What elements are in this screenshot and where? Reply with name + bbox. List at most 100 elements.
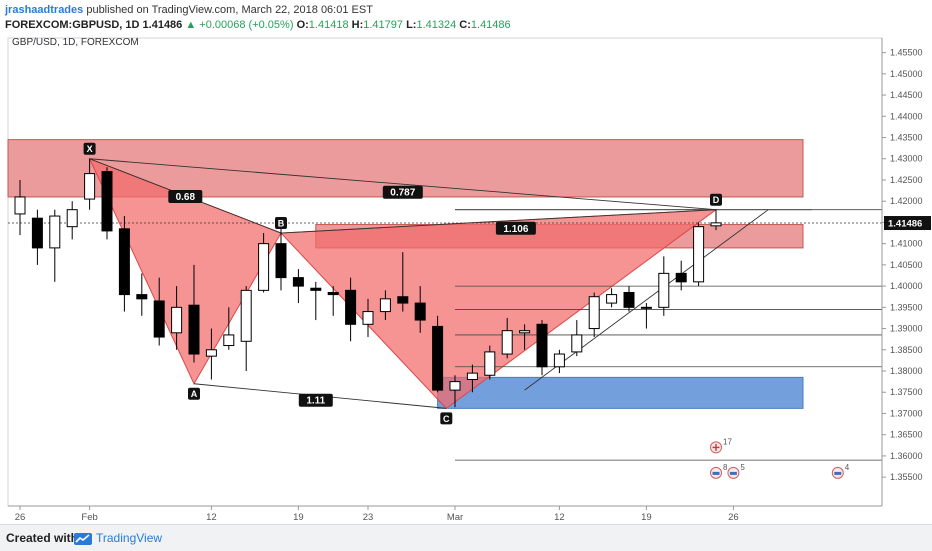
pattern-point-c: C: [440, 412, 453, 425]
event-count: 4: [845, 463, 850, 472]
y-tick-label: 1.36500: [890, 430, 923, 440]
candle-body: [519, 330, 531, 334]
bd-line: [280, 209, 717, 234]
ratio-label-group: 0.787: [382, 185, 423, 199]
candle-body: [101, 170, 113, 232]
candle-body: [414, 302, 426, 321]
point-label: B: [278, 219, 285, 229]
point-badge: [188, 387, 200, 400]
ratio-label: 0.787: [390, 188, 415, 199]
ratio-label: 1.106: [503, 224, 528, 235]
price-chart[interactable]: X A B C D 0.68 0.787 1.106 1.11 17 8 5 4 1.45500 1.450…: [0, 34, 932, 524]
candle-body: [710, 222, 722, 227]
current-price-label: 1.41486: [888, 219, 922, 230]
candle: [710, 209, 722, 231]
y-tick-label: 1.38000: [890, 366, 923, 376]
low-value: 1.41324: [416, 19, 457, 31]
ratio-label-group: 0.68: [168, 189, 203, 203]
candle-body: [171, 306, 183, 334]
pattern-point-x: X: [83, 142, 96, 155]
point-label: A: [191, 389, 198, 399]
pattern-point-d: D: [710, 193, 722, 206]
x-tick-label: 19: [641, 512, 652, 523]
y-tick-label: 1.36000: [890, 451, 923, 461]
candle: [31, 209, 43, 265]
candle: [693, 222, 705, 287]
candle-body: [49, 215, 61, 249]
candle: [205, 328, 217, 380]
point-label: C: [443, 414, 450, 424]
pattern-point-a: A: [188, 387, 200, 400]
candle-body: [466, 372, 478, 381]
x-tick-label: 26: [15, 512, 26, 523]
y-tick-label: 1.40000: [890, 281, 923, 291]
candle: [466, 364, 478, 393]
candle: [101, 167, 113, 240]
candle: [49, 209, 61, 282]
candle: [275, 222, 287, 291]
published-text: published on TradingView.com, March 22, …: [86, 4, 373, 16]
candle-body: [588, 296, 600, 330]
symbol-label: FOREXCOM:GBPUSD, 1D: [5, 19, 140, 31]
candle: [519, 324, 531, 350]
last-price: 1.41486: [142, 19, 183, 31]
candle: [536, 320, 548, 376]
event-flag-us-icon: 4: [831, 463, 850, 479]
candle-body: [66, 209, 78, 228]
close-value: 1.41486: [470, 19, 511, 31]
ratio-label: 0.68: [176, 192, 196, 203]
candle-body: [658, 272, 670, 308]
tradingview-logo-icon: [74, 533, 92, 545]
candle: [571, 320, 583, 357]
symbol-line: FOREXCOM:GBPUSD, 1D 1.41486 ▲ +0.00068 (…: [5, 19, 511, 31]
candle-body: [188, 304, 200, 355]
point-badge: [440, 412, 453, 425]
candle: [397, 252, 409, 312]
candle: [675, 260, 687, 291]
y-tick-label: 1.42000: [890, 196, 923, 206]
candle-body: [118, 228, 130, 296]
tradingview-link[interactable]: TradingView: [96, 531, 163, 545]
candle-body: [153, 300, 165, 338]
y-tick-label: 1.42500: [890, 175, 923, 185]
candle: [171, 286, 183, 350]
y-tick-label: 1.44000: [890, 111, 923, 121]
chart-area[interactable]: X A B C D 0.68 0.787 1.106 1.11 17 8 5 4 1.45500 1.450…: [0, 34, 932, 524]
open-label: O:: [296, 19, 309, 31]
candle-body: [240, 289, 252, 342]
x-tick-label: 12: [206, 512, 217, 523]
event-flag-band: [729, 471, 737, 475]
candle-body: [223, 334, 235, 347]
candle-body: [31, 217, 43, 249]
candle: [118, 216, 130, 312]
candle: [362, 298, 374, 338]
candle: [84, 158, 96, 210]
x-tick-label: 12: [554, 512, 565, 523]
high-value: 1.41797: [363, 19, 403, 31]
event-count: 8: [723, 463, 728, 472]
y-tick-label: 1.39000: [890, 324, 923, 334]
author-link[interactable]: jrashaadtrades: [5, 4, 84, 16]
candle-body: [484, 351, 496, 376]
candle-body: [362, 311, 374, 325]
event-flag-us-icon: 5: [727, 463, 745, 479]
current-price-box: [884, 216, 931, 231]
ratio-badge: [382, 185, 423, 199]
chart-title: GBP/USD, 1D, FOREXCOM: [12, 37, 139, 48]
candle-body: [275, 243, 287, 279]
candle-body: [310, 287, 322, 291]
ratio-label-group: 1.106: [495, 221, 536, 235]
close-label: C:: [459, 19, 471, 31]
x-tick-label: Feb: [81, 512, 97, 523]
y-tick-label: 1.38500: [890, 345, 923, 355]
candle: [14, 179, 26, 236]
x-tick-label: 23: [363, 512, 374, 523]
x-tick-label: 19: [293, 512, 304, 523]
event-flag-us-icon: 8: [710, 463, 728, 479]
candle: [310, 281, 322, 321]
candle-body: [327, 291, 339, 296]
point-badge: [83, 142, 96, 155]
candle: [66, 201, 78, 240]
point-badge: [710, 193, 722, 206]
y-tick-label: 1.45500: [890, 48, 923, 58]
